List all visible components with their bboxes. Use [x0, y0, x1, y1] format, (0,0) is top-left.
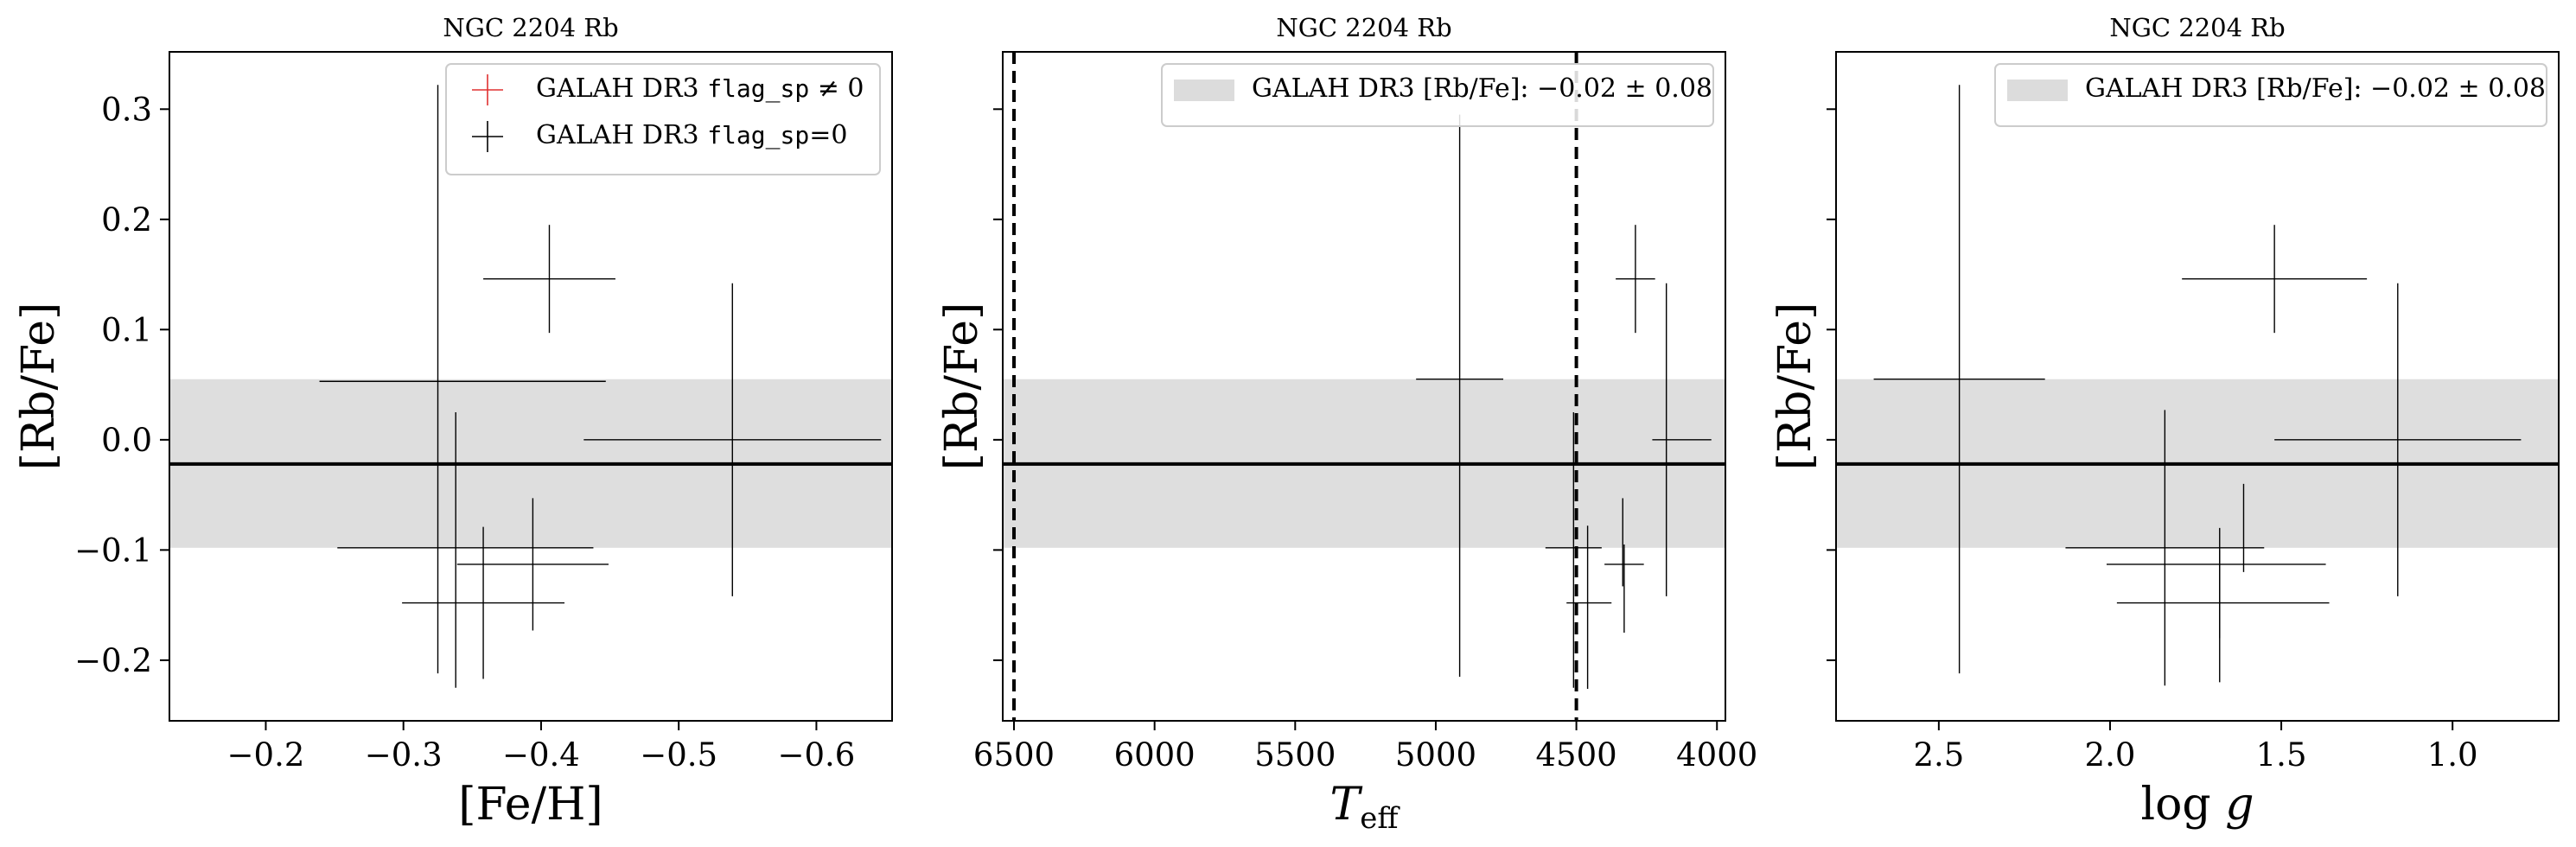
data-point: [2274, 283, 2522, 596]
x-tick-label: −0.4: [502, 736, 580, 774]
legend-frame: [1161, 63, 1714, 127]
data-point: [583, 283, 882, 596]
x-tick-label: 4000: [1676, 736, 1757, 774]
x-tick-label: 5500: [1254, 736, 1336, 774]
y-axis-label: [Rb/Fe]: [1769, 302, 1821, 471]
legend-frame: [445, 63, 881, 175]
legend-label: GALAH DR3 flag_sp=0: [536, 120, 847, 150]
x-tick-label: 1.5: [2256, 736, 2307, 774]
x-tick-label: 1.0: [2427, 736, 2478, 774]
chart-panel-2: 6500 6000 5500 5000 4500 4000 NGC 2204 Rb Teff […: [936, 13, 1757, 836]
axes-frame: [169, 51, 893, 722]
legend-frame: [1994, 63, 2547, 127]
chart-panel-1: −0.2 −0.3 −0.4 −0.5 −0.6 −0.2 −0.1 0.0 0.1 0.2 0.3…: [13, 13, 893, 831]
x-tick-label: 2.0: [2085, 736, 2136, 774]
x-tick-label: 5000: [1395, 736, 1476, 774]
y-tick-label: 0.2: [101, 201, 152, 239]
legend-swatch: [1174, 80, 1234, 101]
data-point: [2065, 410, 2265, 686]
legend-label: GALAH DR3 flag_sp ≠ 0: [536, 73, 864, 104]
legend-swatch: [2007, 80, 2068, 101]
legend: GALAH DR3 [Rb/Fe]: −0.02 ± 0.08: [1161, 63, 1714, 127]
x-tick-label: 6000: [1114, 736, 1196, 774]
x-axis-label: log g: [2140, 779, 2254, 831]
y-axis-label: [Rb/Fe]: [13, 302, 65, 471]
x-axis-label: [Fe/H]: [458, 779, 603, 831]
axes-frame: [1002, 51, 1726, 722]
data-point: [1616, 225, 1655, 334]
chart-panel-3: 2.5 2.0 1.5 1.0 NGC 2204 Rb log g [Rb/Fe] GALAH…: [1769, 13, 2560, 831]
data-point: [483, 225, 615, 334]
chart-title: NGC 2204 Rb: [2109, 13, 2285, 42]
data-point: [2182, 225, 2368, 334]
x-axis-label: Teff: [1330, 779, 1401, 836]
data-point: [1873, 85, 2045, 674]
legend: GALAH DR3 flag_sp ≠ 0 GALAH DR3 flag_sp=0: [445, 63, 881, 175]
legend: GALAH DR3 [Rb/Fe]: −0.02 ± 0.08: [1994, 63, 2547, 127]
chart-title: NGC 2204 Rb: [443, 13, 618, 42]
x-tick-label: −0.2: [227, 736, 305, 774]
y-tick-label: 0.1: [101, 311, 152, 348]
y-tick-label: 0.0: [101, 422, 152, 459]
x-tick-label: −0.3: [365, 736, 443, 774]
axes-frame: [1835, 51, 2560, 722]
x-tick-label: 6500: [973, 736, 1055, 774]
x-tick-label: −0.5: [640, 736, 717, 774]
y-axis-label: [Rb/Fe]: [936, 302, 988, 471]
chart-title: NGC 2204 Rb: [1276, 13, 1451, 42]
legend-label: GALAH DR3 [Rb/Fe]: −0.02 ± 0.08: [1252, 73, 1712, 104]
y-tick-label: −0.1: [74, 532, 152, 569]
x-tick-label: 4500: [1536, 736, 1617, 774]
y-tick-label: 0.3: [101, 91, 152, 128]
data-point: [456, 498, 609, 631]
x-tick-label: 2.5: [1913, 736, 1964, 774]
data-point: [402, 526, 565, 679]
x-tick-label: −0.6: [777, 736, 855, 774]
y-tick-label: −0.2: [74, 642, 152, 679]
legend-label: GALAH DR3 [Rb/Fe]: −0.02 ± 0.08: [2085, 73, 2546, 104]
